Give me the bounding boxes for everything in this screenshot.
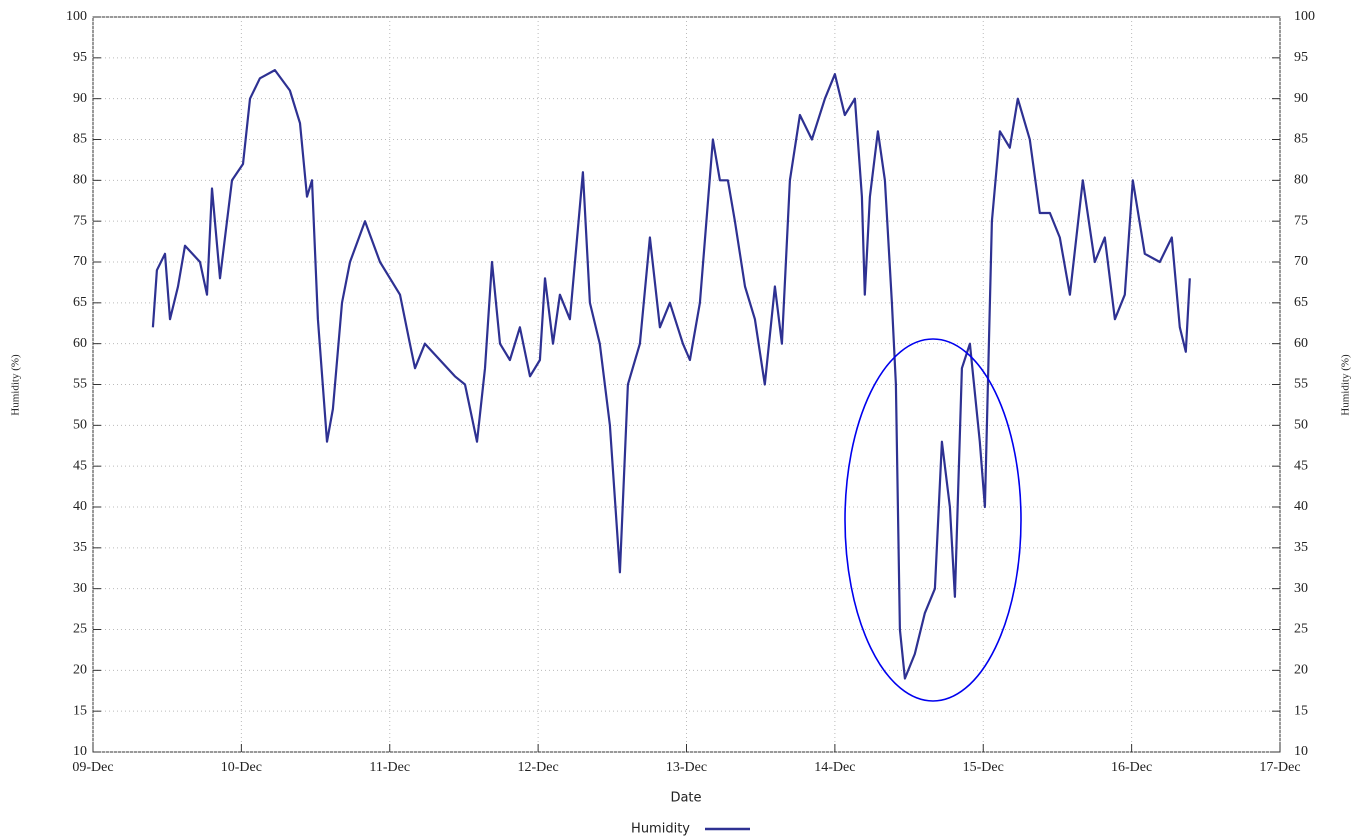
y2-axis-label: Humidity (%) (1340, 354, 1352, 416)
x-tick-label: 09-Dec (72, 760, 113, 775)
y-tick-label: 65 (73, 295, 87, 310)
x-tick-label: 14-Dec (814, 760, 855, 775)
y2-tick-label: 85 (1294, 132, 1308, 147)
y-tick-label: 85 (73, 132, 87, 147)
y-tick-label: 35 (73, 540, 87, 555)
y2-tick-label: 95 (1294, 50, 1308, 65)
x-tick-label: 11-Dec (369, 760, 410, 775)
y2-tick-label: 15 (1294, 703, 1308, 718)
y-tick-label: 25 (73, 622, 87, 637)
y2-tick-label: 100 (1294, 9, 1315, 24)
y-tick-label: 100 (66, 9, 87, 24)
y2-tick-label: 55 (1294, 377, 1308, 392)
y2-tick-label: 20 (1294, 663, 1308, 678)
y-tick-label: 75 (73, 213, 87, 228)
x-tick-label: 15-Dec (963, 760, 1004, 775)
legend: Humidity (631, 822, 750, 837)
y2-tick-label: 65 (1294, 295, 1308, 310)
lines (151, 69, 1191, 680)
x-tick-label: 12-Dec (518, 760, 559, 775)
y-tick-label: 95 (73, 50, 87, 65)
y2-tick-label: 25 (1294, 622, 1308, 637)
y2-tick-label: 60 (1294, 336, 1308, 351)
y-axis-label: Humidity (%) (10, 354, 22, 416)
y2-tick-label: 30 (1294, 581, 1308, 596)
y-tick-label: 40 (73, 499, 87, 514)
grid (92, 16, 1281, 753)
y-tick-label: 70 (73, 254, 87, 269)
x-tick-label: 10-Dec (221, 760, 262, 775)
y-tick-label: 55 (73, 377, 87, 392)
y2-tick-label: 50 (1294, 418, 1308, 433)
axes: 10 15 20 25 30 35 40 45 50 55 60 65 70 75 80 85 90 95 100 1… (66, 9, 1315, 775)
y-tick-label: 45 (73, 458, 87, 473)
y2-tick-label: 40 (1294, 499, 1308, 514)
y-tick-label: 20 (73, 663, 87, 678)
x-tick-label: 17-Dec (1259, 760, 1300, 775)
y2-tick-label: 45 (1294, 458, 1308, 473)
y-tick-label: 60 (73, 336, 87, 351)
x-tick-label: 16-Dec (1111, 760, 1152, 775)
x-tick-label: 13-Dec (666, 760, 707, 775)
y-tick-label: 50 (73, 418, 87, 433)
y2-tick-label: 90 (1294, 91, 1308, 106)
y-tick-label: 30 (73, 581, 87, 596)
y-tick-label: 15 (73, 703, 87, 718)
y2-tick-label: 80 (1294, 173, 1308, 188)
x-axis-label: Date (670, 791, 701, 806)
y-tick-label: 80 (73, 173, 87, 188)
legend-label: Humidity (631, 822, 690, 837)
y2-tick-label: 35 (1294, 540, 1308, 555)
y-tick-label: 90 (73, 91, 87, 106)
y-tick-label: 10 (73, 744, 87, 759)
y2-tick-label: 70 (1294, 254, 1308, 269)
data-line (151, 69, 1191, 680)
highlight-ellipse (844, 338, 1022, 702)
y2-tick-label: 75 (1294, 213, 1308, 228)
y2-tick-label: 10 (1294, 744, 1308, 759)
